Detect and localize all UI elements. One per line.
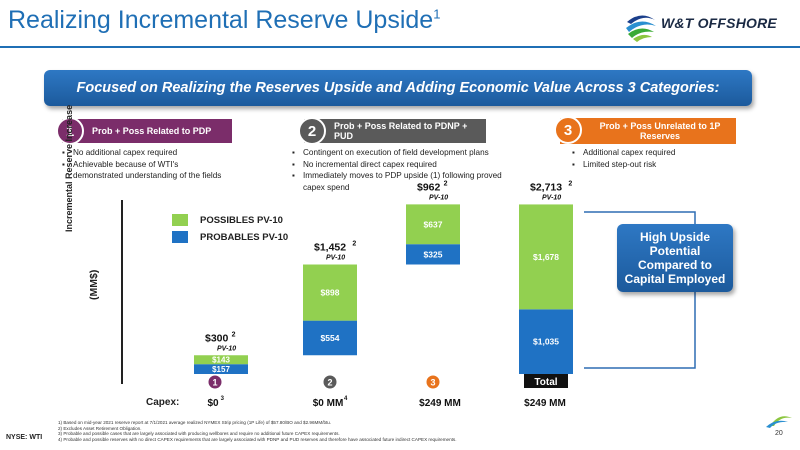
capex-value: $249 MM [524,398,566,409]
category-1-bullet: No additional capex required [62,147,222,159]
category-3: Prob + Poss Unrelated to 1P Reserves 3 [554,116,736,144]
capex-value: $249 MM [419,398,461,409]
page-title-footnote: 1 [433,6,441,22]
bar-label-possibles: $1,678 [533,252,559,262]
bar-total-label: $2,713 [530,181,562,193]
category-2-bullet: Immediately moves to PDP upside (1) foll… [292,170,503,193]
category-2-label: Prob + Poss Related to PDNP + PUD [304,119,486,143]
footnotes: 1) Based on mid-year 2021 reserve report… [58,420,457,442]
category-2-bullets: Contingent on execution of field develop… [292,147,522,193]
upside-callout: High Upside Potential Compared to Capita… [617,224,733,292]
footnote: 1) Based on mid-year 2021 reserve report… [58,420,332,425]
footnote: 3) Probable and possible cases that are … [58,431,340,437]
bar-label-probables: $157 [212,365,230,374]
legend-label-probables: PROBABLES PV-10 [200,232,289,243]
category-2-bullet: No incremental direct capex required [292,159,522,171]
category-1-number: 1 [56,117,84,145]
y-axis-line [121,200,123,384]
capex-value: $0 MM [313,398,344,409]
bar-label-possibles: $898 [321,288,340,298]
category-3-bullet: Limited step-out risk [572,159,742,171]
bar-label-probables: $554 [321,333,340,343]
logo-swirl-icon [625,10,657,42]
title-divider [0,46,800,48]
bar-total-label: $300 [205,332,229,344]
page-number: 20 [775,430,783,437]
bar-label-probables: $325 [424,249,443,259]
bar-total-sub: PV-10 [542,194,561,201]
bar-label-possibles: $637 [424,219,443,229]
category-1: Prob + Poss Related to PDP 1 [56,117,232,145]
company-logo [625,10,657,42]
total-marker-label: Total [534,377,557,388]
headline-banner-text: Focused on Realizing the Reserves Upside… [76,80,720,96]
headline-banner: Focused on Realizing the Reserves Upside… [44,70,752,106]
bar-total-footnote: 2 [568,180,572,187]
bar-total-footnote: 2 [352,241,356,248]
bar-total-footnote: 2 [444,180,448,187]
bar-total-label: $962 [417,181,441,193]
category-marker-circle [322,374,338,390]
bar-possibles [519,204,573,310]
category-1-label: Prob + Poss Related to PDP [62,119,232,143]
category-2-bullet: Contingent on execution of field develop… [292,147,522,159]
bar-total-label: $1,452 [314,242,346,254]
page-corner-swirl-icon [766,416,792,428]
footnote: 2) Excludes Asset Retirement Obligation. [58,425,142,431]
category-3-number: 3 [554,116,582,144]
capex-title: Capex: [146,397,180,408]
category-2-number: 2 [298,117,326,145]
bar-possibles [303,264,357,321]
bar-label-possibles: $143 [212,356,230,365]
category-marker-number: 3 [430,378,435,388]
page-title: Realizing Incremental Reserve Upside1 [8,6,440,35]
bar-probables [519,309,573,374]
category-2: Prob + Poss Related to PDNP + PUD 2 [298,117,486,145]
bar-probables [406,244,460,265]
capex-value: $0 [207,398,219,409]
bar-total-sub: PV-10 [217,345,236,352]
legend-swatch-probables [172,231,188,243]
category-3-bullets: Additional capex required Limited step-o… [572,147,742,170]
capex-footnote: 4 [344,396,348,402]
bar-possibles [406,204,460,245]
bar-probables [194,364,248,374]
ticker-label: NYSE: WTI [6,434,43,441]
bar-total-footnote: 2 [232,331,236,338]
category-1-bullet: Achievable because of WTI's demonstrated… [62,159,222,182]
legend-swatch-possibles [172,214,188,226]
bar-total-sub: PV-10 [429,194,448,201]
bar-label-probables: $1,035 [533,337,559,347]
total-marker-box [524,374,568,388]
logo-wordmark: W&T OFFSHORE [661,15,777,31]
page-title-text: Realizing Incremental Reserve Upside [8,6,434,34]
category-marker-circle [207,374,223,390]
callout-bracket [584,211,696,369]
category-1-bullets: No additional capex required Achievable … [62,147,222,182]
capex-footnote: 3 [221,396,225,402]
category-marker-circle [425,374,441,390]
bar-possibles [194,355,248,365]
category-marker-number: 2 [327,378,332,388]
category-marker-number: 1 [212,378,217,388]
footnote: 4) Probable and possible reserves with n… [58,436,457,442]
bar-total-sub: PV-10 [326,255,345,262]
legend-label-possibles: POSSIBLES PV-10 [200,215,283,226]
bar-probables [303,320,357,356]
category-3-label: Prob + Poss Unrelated to 1P Reserves [560,118,736,144]
category-3-bullet: Additional capex required [572,147,742,159]
